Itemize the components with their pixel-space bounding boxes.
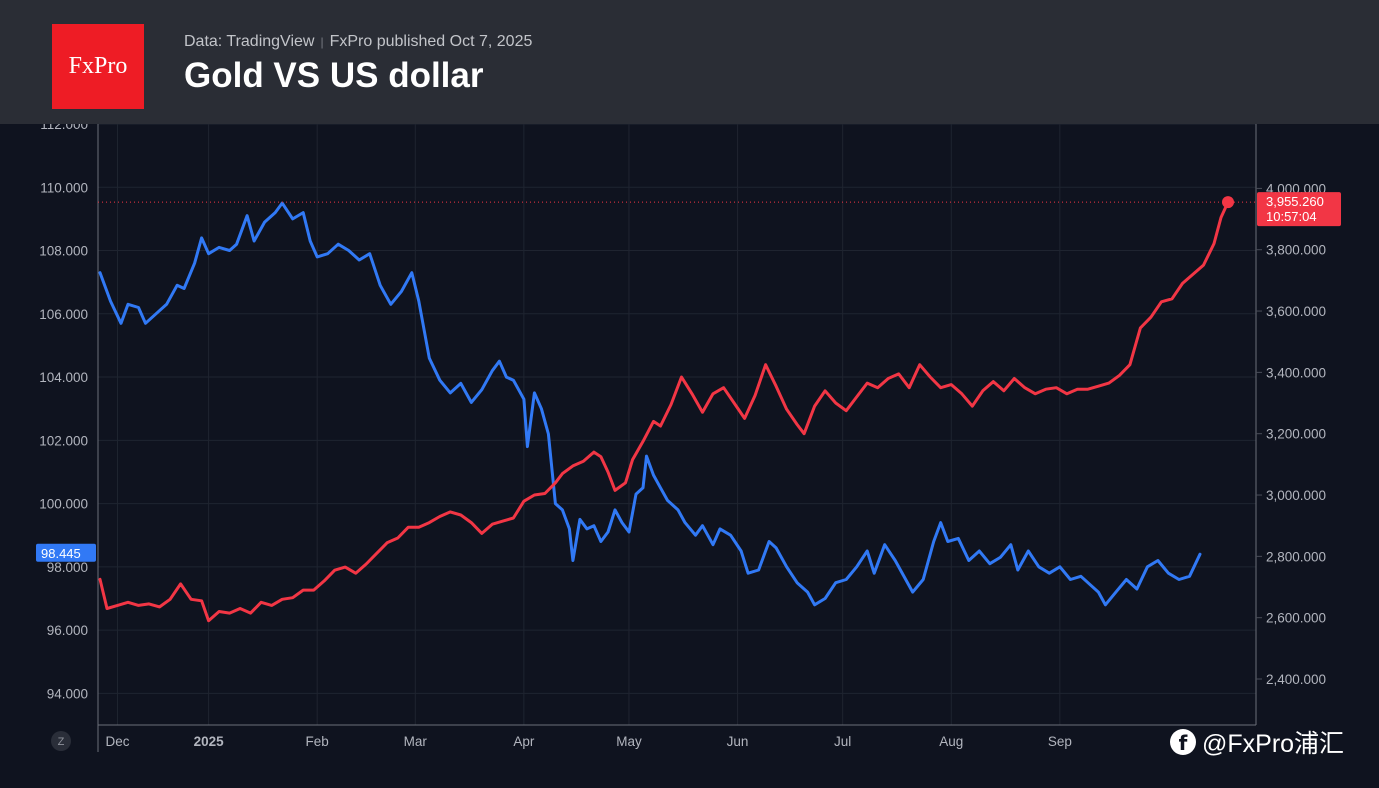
x-tick-label: Feb	[306, 734, 329, 749]
right-tick-label: 2,800.000	[1266, 549, 1326, 564]
left-tick-label: 108.000	[39, 244, 88, 259]
dxy-last-value-box	[36, 543, 96, 562]
gold-last-point	[1222, 196, 1234, 209]
left-tick-label: 110.000	[40, 180, 88, 195]
right-tick-label: 3,000.000	[1266, 488, 1326, 503]
grid-lines	[98, 124, 1256, 725]
x-tick-label: Mar	[404, 734, 428, 749]
right-tick-label: 3,600.000	[1266, 304, 1326, 319]
left-tick-label: 94.000	[47, 686, 88, 701]
facebook-icon: f	[1170, 729, 1196, 755]
left-tick-label: 100.000	[39, 497, 88, 512]
data-source: Data: TradingView	[184, 33, 315, 50]
fxpro-logo: FxPro	[52, 24, 144, 109]
gold-countdown-label: 10:57:04	[1266, 209, 1317, 224]
left-tick-label: 112.000	[40, 124, 88, 132]
right-tick-label: 3,400.000	[1266, 365, 1326, 380]
watermark: f @FxPro浦汇	[1170, 724, 1344, 760]
gold-last-value-box	[1257, 192, 1341, 227]
separator: |	[320, 35, 324, 49]
x-axis-ticks: Dec 2025 Feb Mar Apr May Jun Jul Aug Sep	[106, 734, 1072, 749]
right-tick-label: 2,600.000	[1266, 611, 1326, 626]
right-tick-label: 3,200.000	[1266, 427, 1326, 442]
x-tick-label: Sep	[1048, 734, 1072, 749]
zoom-button-bg[interactable]	[51, 731, 71, 751]
right-tick-label: 2,400.000	[1266, 672, 1326, 687]
left-tick-label: 102.000	[39, 433, 88, 448]
x-tick-label: Apr	[513, 734, 535, 749]
x-tick-label: Dec	[106, 734, 130, 749]
source-line: Data: TradingView | FxPro published Oct 7,…	[184, 33, 532, 51]
chart-svg: 112.000 110.000 108.000 106.000 104.000 102.0…	[36, 124, 1341, 752]
gold-last-value-label: 3,955.260	[1266, 194, 1324, 209]
x-tick-label: Aug	[939, 734, 963, 749]
left-tick-label: 98.000	[47, 560, 88, 575]
left-axis-ticks: 112.000 110.000 108.000 106.000 104.000 102.0…	[39, 124, 88, 701]
dxy-last-value-label: 98.445	[41, 546, 81, 561]
x-tick-label: Jun	[727, 734, 749, 749]
watermark-text: @FxPro浦汇	[1202, 730, 1345, 758]
logo-text: FxPro	[68, 53, 128, 79]
chart-title: Gold VS US dollar	[184, 56, 484, 95]
left-tick-label: 104.000	[39, 370, 88, 385]
x-tick-label: Jul	[834, 734, 851, 749]
publisher-date: FxPro published Oct 7, 2025	[329, 33, 533, 50]
x-tick-label: May	[616, 734, 642, 749]
chart-axes	[97, 124, 1257, 752]
header-bar: FxPro Data: TradingView | FxPro published …	[0, 0, 1379, 124]
right-tick-label: 3,800.000	[1266, 243, 1326, 258]
zoom-button[interactable]: Z	[51, 731, 71, 751]
left-tick-label: 96.000	[47, 623, 88, 638]
right-axis-ticks: 4,000.0003,800.0003,600.0003,400.0003,20…	[1256, 181, 1326, 687]
left-tick-label: 106.000	[39, 307, 88, 322]
gold-line	[98, 200, 1230, 623]
zoom-button-label[interactable]: Z	[58, 736, 65, 748]
series-lines	[98, 200, 1230, 623]
x-tick-label: 2025	[194, 734, 225, 749]
dxy-line	[98, 201, 1202, 607]
